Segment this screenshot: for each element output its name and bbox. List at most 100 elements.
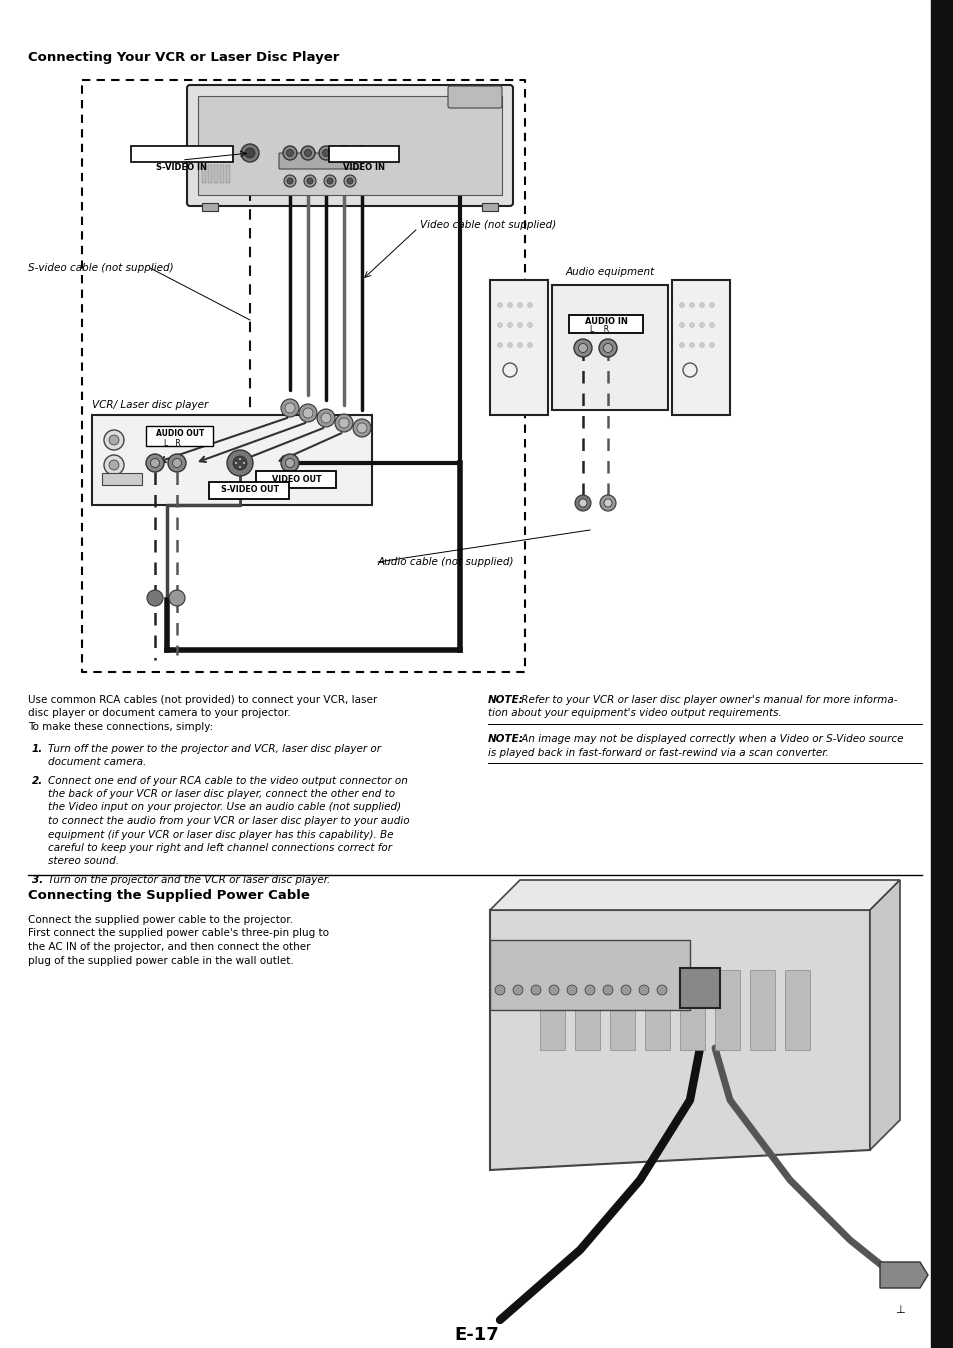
Bar (490, 940, 689, 1010)
Text: equipment (if your VCR or laser disc player has this capability). Be: equipment (if your VCR or laser disc pla… (48, 829, 393, 840)
Circle shape (281, 399, 298, 417)
Circle shape (356, 423, 367, 433)
Text: plug of the supplied power cable in the wall outlet.: plug of the supplied power cable in the … (28, 956, 294, 965)
Text: careful to keep your right and left channel connections correct for: careful to keep your right and left chan… (48, 842, 392, 853)
Circle shape (679, 302, 684, 307)
Circle shape (340, 150, 347, 156)
Circle shape (347, 178, 353, 183)
Circle shape (109, 460, 119, 470)
Circle shape (284, 175, 295, 187)
Text: 3.: 3. (32, 875, 43, 886)
Circle shape (527, 302, 532, 307)
FancyBboxPatch shape (278, 154, 360, 168)
Circle shape (603, 499, 612, 507)
Text: disc player or document camera to your projector.: disc player or document camera to your p… (28, 709, 291, 718)
Circle shape (507, 342, 512, 348)
Circle shape (620, 985, 630, 995)
Circle shape (689, 302, 694, 307)
Bar (644, 971, 669, 1050)
Circle shape (104, 430, 124, 450)
FancyBboxPatch shape (568, 315, 642, 333)
Text: NOTE:: NOTE: (488, 735, 523, 744)
Text: Connecting the Supplied Power Cable: Connecting the Supplied Power Cable (28, 888, 310, 902)
Bar (679, 968, 720, 1008)
Circle shape (318, 146, 333, 160)
Circle shape (527, 322, 532, 328)
Bar (539, 971, 564, 1050)
Circle shape (709, 302, 714, 307)
Text: Connecting Your VCR or Laser Disc Player: Connecting Your VCR or Laser Disc Player (28, 51, 339, 65)
Circle shape (320, 412, 331, 423)
Circle shape (566, 985, 577, 995)
Circle shape (603, 344, 612, 352)
Circle shape (281, 454, 298, 472)
Circle shape (495, 985, 504, 995)
Bar (552, 284, 667, 410)
Circle shape (151, 458, 159, 468)
Text: tion about your equipment's video output requirements.: tion about your equipment's video output… (488, 709, 781, 718)
Circle shape (336, 146, 351, 160)
Text: VIDEO IN: VIDEO IN (343, 163, 385, 173)
Circle shape (497, 322, 502, 328)
Polygon shape (490, 910, 869, 1170)
Text: VIDEO OUT: VIDEO OUT (272, 474, 321, 484)
Bar (91, 415, 372, 506)
Circle shape (355, 146, 369, 160)
Text: Audio equipment: Audio equipment (565, 267, 654, 276)
Text: First connect the supplied power cable's three-pin plug to: First connect the supplied power cable's… (28, 929, 329, 938)
Text: Audio cable (not supplied): Audio cable (not supplied) (377, 557, 514, 568)
Circle shape (531, 985, 540, 995)
Circle shape (602, 985, 613, 995)
Circle shape (301, 146, 314, 160)
Circle shape (507, 302, 512, 307)
Bar (213, 164, 218, 183)
Circle shape (234, 462, 236, 464)
Text: Turn off the power to the projector and VCR, laser disc player or: Turn off the power to the projector and … (48, 744, 380, 754)
Circle shape (227, 450, 253, 476)
Circle shape (285, 458, 294, 468)
Text: the Video input on your projector. Use an audio cable (not supplied): the Video input on your projector. Use a… (48, 802, 400, 813)
Circle shape (497, 342, 502, 348)
Text: S-VIDEO OUT: S-VIDEO OUT (221, 485, 279, 495)
Circle shape (689, 342, 694, 348)
Bar (102, 473, 142, 485)
Circle shape (517, 322, 522, 328)
Circle shape (335, 414, 353, 431)
Text: An image may not be displayed correctly when a Video or S-Video source: An image may not be displayed correctly … (517, 735, 902, 744)
Circle shape (699, 302, 703, 307)
Circle shape (322, 150, 329, 156)
Bar (575, 971, 599, 1050)
Text: Connect the supplied power cable to the projector.: Connect the supplied power cable to the … (28, 915, 293, 925)
FancyBboxPatch shape (448, 86, 501, 108)
FancyBboxPatch shape (329, 146, 398, 162)
Text: S-VIDEO IN: S-VIDEO IN (156, 163, 208, 173)
Text: E-17: E-17 (455, 1326, 498, 1344)
Circle shape (699, 322, 703, 328)
Polygon shape (869, 880, 899, 1150)
Circle shape (286, 150, 294, 156)
Circle shape (109, 435, 119, 445)
FancyBboxPatch shape (209, 483, 289, 499)
Bar (671, 280, 729, 415)
Circle shape (283, 146, 296, 160)
Bar (679, 971, 704, 1050)
Circle shape (709, 342, 714, 348)
Circle shape (338, 418, 349, 429)
Text: S-video cable (not supplied): S-video cable (not supplied) (28, 263, 173, 274)
Circle shape (243, 462, 245, 464)
Polygon shape (490, 880, 899, 910)
FancyBboxPatch shape (146, 426, 213, 446)
Circle shape (239, 466, 241, 468)
Bar (481, 204, 497, 212)
Text: To make these connections, simply:: To make these connections, simply: (28, 723, 213, 732)
Circle shape (517, 302, 522, 307)
FancyBboxPatch shape (255, 470, 335, 488)
Circle shape (699, 342, 703, 348)
Text: L    R: L R (590, 325, 609, 334)
Bar (198, 96, 501, 195)
Bar (714, 971, 740, 1050)
Text: Video cable (not supplied): Video cable (not supplied) (419, 220, 556, 231)
Bar (784, 971, 809, 1050)
Text: Use common RCA cables (not provided) to connect your VCR, laser: Use common RCA cables (not provided) to … (28, 696, 376, 705)
Text: stereo sound.: stereo sound. (48, 856, 119, 867)
